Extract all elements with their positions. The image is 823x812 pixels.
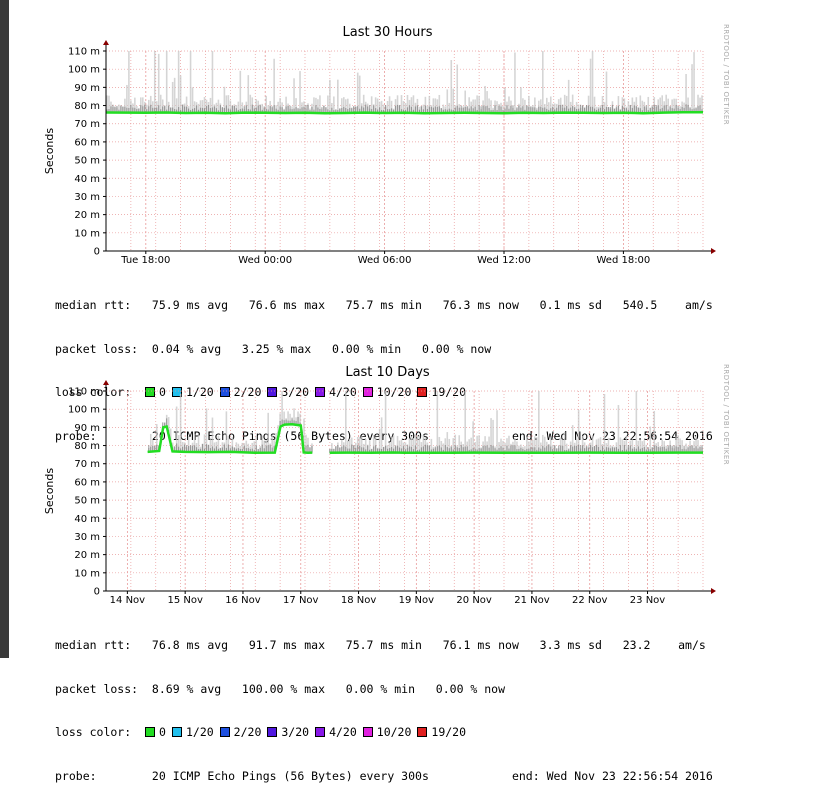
rrdtool-watermark: RRDTOOL / TOBI OETIKER [722, 364, 730, 465]
y-tick-label: 80 m [74, 441, 100, 452]
y-tick-label: 40 m [74, 174, 100, 185]
loss-color-swatch [315, 727, 325, 737]
y-tick-label: 10 m [74, 568, 100, 579]
loss-color-swatch [417, 727, 427, 737]
y-axis-arrow [103, 380, 109, 385]
y-axis-label: Seconds [43, 128, 56, 174]
y-tick-label: 20 m [74, 210, 100, 221]
y-tick-label: 90 m [74, 83, 100, 94]
y-tick-label: 70 m [74, 119, 100, 130]
median-rtt-line [106, 112, 703, 113]
rrdtool-watermark: RRDTOOL / TOBI OETIKER [722, 24, 730, 125]
x-tick-label: 16 Nov [225, 595, 261, 606]
loss-color-swatch-label: 4/20 [329, 725, 357, 739]
probe-line: probe: 20 ICMP Echo Pings (56 Bytes) eve… [55, 769, 713, 784]
x-tick-label: 21 Nov [514, 595, 550, 606]
loss-color-swatch [172, 727, 182, 737]
chart-title: Last 30 Hours [343, 25, 433, 40]
x-tick-label: 19 Nov [399, 595, 435, 606]
loss-color-swatch-label: 3/20 [281, 725, 309, 739]
loss-color-swatch-label: 19/20 [431, 725, 466, 739]
y-tick-label: 100 m [68, 405, 100, 416]
loss-color-swatch-label: 2/20 [234, 725, 262, 739]
y-tick-label: 0 [94, 587, 100, 598]
y-tick-label: 90 m [74, 423, 100, 434]
y-tick-label: 60 m [74, 477, 100, 488]
y-tick-label: 50 m [74, 496, 100, 507]
rtt-chart-30-hours: Last 30 Hours RRDTOOL / TOBI OETIKER Secon… [0, 0, 823, 270]
packet-loss-line: packet loss: 8.69 % avg 100.00 % max 0.0… [55, 682, 713, 697]
loss-color-swatch [267, 727, 277, 737]
x-tick-label: 22 Nov [572, 595, 608, 606]
loss-color-swatch [363, 727, 373, 737]
loss-color-swatch [220, 727, 230, 737]
loss-color-swatch-label: 10/20 [377, 725, 412, 739]
x-tick-label: 20 Nov [456, 595, 492, 606]
x-tick-label: Wed 12:00 [477, 255, 531, 266]
loss-color-swatch [145, 727, 155, 737]
x-tick-label: 17 Nov [283, 595, 319, 606]
graph-panel-10-days: Last 10 Days RRDTOOL / TOBI OETIKER Second… [0, 340, 823, 658]
loss-color-swatch-label: 0 [159, 725, 166, 739]
y-tick-label: 20 m [74, 550, 100, 561]
graph-panel-30-hours: Last 30 Hours RRDTOOL / TOBI OETIKER Secon… [0, 0, 823, 340]
y-tick-label: 0 [94, 247, 100, 258]
y-tick-label: 80 m [74, 101, 100, 112]
loss-color-row: loss color: 0 1/20 2/20 3/20 4/20 10/20 19/20 [55, 725, 713, 740]
y-tick-label: 70 m [74, 459, 100, 470]
loss-color-swatch-label: 1/20 [186, 725, 214, 739]
legend-10-days: median rtt: 76.8 ms avg 91.7 ms max 75.7… [55, 609, 713, 812]
y-tick-label: 10 m [74, 228, 100, 239]
loss-color-label: loss color: [55, 725, 131, 739]
chart-title: Last 10 Days [345, 365, 430, 380]
x-axis-arrow [711, 248, 716, 254]
y-tick-label: 30 m [74, 192, 100, 203]
y-tick-label: 100 m [68, 65, 100, 76]
x-tick-label: Wed 18:00 [596, 255, 650, 266]
x-axis-arrow [711, 588, 716, 594]
y-axis-arrow [103, 40, 109, 45]
median-rtt-line: median rtt: 76.8 ms avg 91.7 ms max 75.7… [55, 638, 713, 653]
x-tick-label: 18 Nov [341, 595, 377, 606]
y-tick-label: 110 m [68, 47, 100, 58]
y-tick-label: 110 m [68, 387, 100, 398]
y-axis-label: Seconds [43, 468, 56, 514]
rtt-chart-10-days: Last 10 Days RRDTOOL / TOBI OETIKER Second… [0, 340, 823, 610]
x-tick-label: Wed 06:00 [358, 255, 412, 266]
x-tick-label: 14 Nov [110, 595, 146, 606]
y-tick-label: 50 m [74, 156, 100, 167]
y-tick-label: 40 m [74, 514, 100, 525]
median-rtt-line: median rtt: 75.9 ms avg 76.6 ms max 75.7… [55, 298, 713, 313]
x-tick-label: 23 Nov [630, 595, 666, 606]
x-tick-label: Tue 18:00 [120, 255, 170, 266]
loss-color-items: 0 1/20 2/20 3/20 4/20 10/20 19/20 [145, 725, 472, 739]
y-tick-label: 30 m [74, 532, 100, 543]
x-tick-label: Wed 00:00 [238, 255, 292, 266]
x-tick-label: 15 Nov [167, 595, 203, 606]
y-tick-label: 60 m [74, 137, 100, 148]
